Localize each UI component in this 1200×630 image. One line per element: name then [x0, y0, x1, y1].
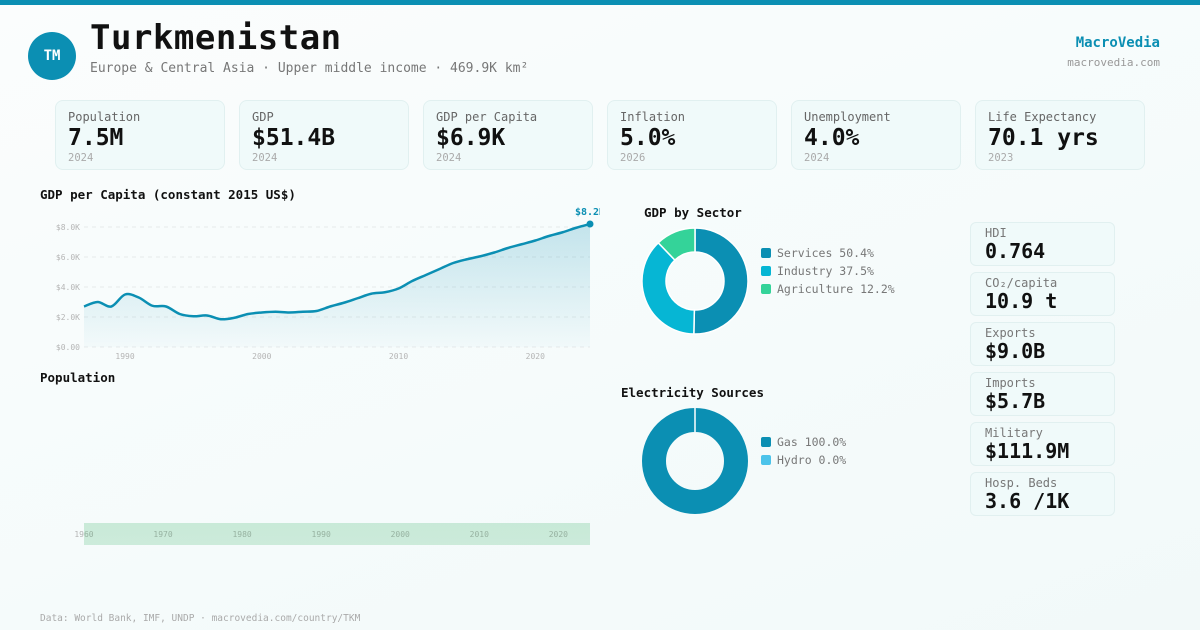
legend-label: Gas 100.0% — [777, 435, 847, 449]
kpi-card-gdp: GDP $51.4B 2024 — [239, 100, 409, 170]
legend-label: Agriculture 12.2% — [777, 282, 895, 296]
electricity-chart-title: Electricity Sources — [621, 385, 764, 400]
legend-item-hydro: Hydro 0.0% — [761, 451, 846, 469]
legend-item-industry: Industry 37.5% — [761, 262, 895, 280]
stat-card-hdi: HDI 0.764 — [970, 222, 1115, 266]
kpi-year: 2026 — [620, 152, 646, 164]
x-tick-label: 2000 — [252, 352, 271, 361]
stat-card-exports: Exports $9.0B — [970, 322, 1115, 366]
kpi-year: 2023 — [988, 152, 1014, 164]
kpi-label: Population — [68, 110, 141, 124]
stat-value: 0.764 — [985, 239, 1046, 263]
brand-logo[interactable]: MacroVedia — [1075, 35, 1160, 51]
sector-chart-title: GDP by Sector — [644, 205, 742, 220]
legend-swatch — [761, 248, 771, 258]
legend-item-services: Services 50.4% — [761, 244, 895, 262]
legend-swatch — [761, 455, 771, 465]
kpi-value: $6.9K — [436, 125, 506, 151]
legend-label: Industry 37.5% — [777, 264, 874, 278]
country-subtitle: Europe & Central Asia · Upper middle inc… — [90, 61, 529, 76]
stat-card-hospital-beds: Hosp. Beds 3.6 /1K — [970, 472, 1115, 516]
stat-label: Military — [985, 426, 1043, 440]
y-tick-label: $6.0K — [56, 253, 80, 262]
stat-value: $5.7B — [985, 389, 1046, 413]
kpi-year: 2024 — [252, 152, 278, 164]
kpi-label: Unemployment — [804, 110, 891, 124]
stat-card-co2: CO₂/capita 10.9 t — [970, 272, 1115, 316]
y-tick-label: $2.0K — [56, 313, 80, 322]
donut-slice-industry — [641, 241, 696, 335]
kpi-card-inflation: Inflation 5.0% 2026 — [607, 100, 777, 170]
kpi-label: GDP — [252, 110, 274, 124]
stat-card-imports: Imports $5.7B — [970, 372, 1115, 416]
legend-item-gas: Gas 100.0% — [761, 433, 846, 451]
avatar-initials: TM — [43, 48, 61, 64]
stat-label: Exports — [985, 326, 1036, 340]
kpi-value: $51.4B — [252, 125, 336, 151]
kpi-value: 70.1 yrs — [988, 125, 1099, 151]
area-fill — [84, 523, 590, 545]
x-tick-label: 1990 — [115, 352, 134, 361]
kpi-label: Inflation — [620, 110, 686, 124]
stat-value: $9.0B — [985, 339, 1046, 363]
stat-label: CO₂/capita — [985, 276, 1058, 290]
legend-label: Services 50.4% — [777, 246, 874, 260]
last-point-marker — [586, 220, 594, 228]
population-chart-title: Population — [40, 370, 116, 385]
legend-swatch — [761, 284, 771, 294]
country-avatar: TM — [28, 32, 76, 80]
kpi-card-population: Population 7.5M 2024 — [55, 100, 225, 170]
donut-slice-gas — [642, 408, 748, 514]
legend-item-agriculture: Agriculture 12.2% — [761, 280, 895, 298]
kpi-card-unemployment: Unemployment 4.0% 2024 — [791, 100, 961, 170]
stat-card-military: Military $111.9M — [970, 422, 1115, 466]
kpi-row: Population 7.5M 2024 GDP $51.4B 2024 GDP… — [55, 100, 1145, 170]
sector-legend: Services 50.4% Industry 37.5% Agricultur… — [761, 244, 895, 298]
page-title: Turkmenistan — [90, 18, 342, 58]
series-line — [83, 222, 591, 321]
donut-slice-agriculture — [657, 227, 696, 262]
kpi-label: GDP per Capita — [436, 110, 538, 124]
stat-value: $111.9M — [985, 439, 1070, 463]
stat-value: 10.9 t — [985, 289, 1058, 313]
legend-label: Hydro 0.0% — [777, 453, 847, 467]
stat-label: Imports — [985, 376, 1036, 390]
y-tick-label: $4.0K — [56, 283, 80, 292]
top-accent-bar — [0, 0, 1200, 5]
kpi-value: 7.5M — [68, 125, 124, 151]
stat-label: HDI — [985, 226, 1007, 240]
y-tick-label: $0.00 — [56, 343, 80, 352]
kpi-label: Life Expectancy — [988, 110, 1097, 124]
x-tick-label: 2020 — [526, 352, 545, 361]
legend-swatch — [761, 266, 771, 276]
stat-label: Hosp. Beds — [985, 476, 1058, 490]
legend-swatch — [761, 437, 771, 447]
kpi-card-life-expectancy: Life Expectancy 70.1 yrs 2023 — [975, 100, 1145, 170]
gdp-by-sector-donut — [641, 227, 749, 335]
kpi-year: 2024 — [436, 152, 462, 164]
population-chart: 2.0M4.0M6.0M8.0M196019701980199020002010… — [74, 523, 590, 545]
kpi-year: 2024 — [804, 152, 830, 164]
side-stats: HDI 0.764 CO₂/capita 10.9 t Exports $9.0… — [970, 222, 1115, 516]
kpi-card-gdp-per-capita: GDP per Capita $6.9K 2024 — [423, 100, 593, 170]
gdp-per-capita-chart: $0.00 $2.0K $4.0K $6.0K $8.0K 1990 2000 2010 202… — [56, 207, 600, 361]
gdp-chart-title: GDP per Capita (constant 2015 US$) — [40, 187, 296, 202]
donut-slice-services — [693, 227, 749, 335]
area-fill — [84, 224, 590, 347]
electricity-sources-donut — [642, 408, 748, 514]
last-value-label: $8.2K — [575, 207, 600, 218]
y-tick-label: $8.0K — [56, 223, 80, 232]
footer-source: Data: World Bank, IMF, UNDP · macrovedia… — [40, 613, 361, 624]
kpi-value: 4.0% — [804, 125, 860, 151]
stat-value: 3.6 /1K — [985, 489, 1070, 513]
electricity-legend: Gas 100.0% Hydro 0.0% — [761, 433, 846, 469]
kpi-value: 5.0% — [620, 125, 676, 151]
kpi-year: 2024 — [68, 152, 94, 164]
brand-url[interactable]: macrovedia.com — [1067, 56, 1160, 69]
x-tick-label: 2010 — [389, 352, 408, 361]
